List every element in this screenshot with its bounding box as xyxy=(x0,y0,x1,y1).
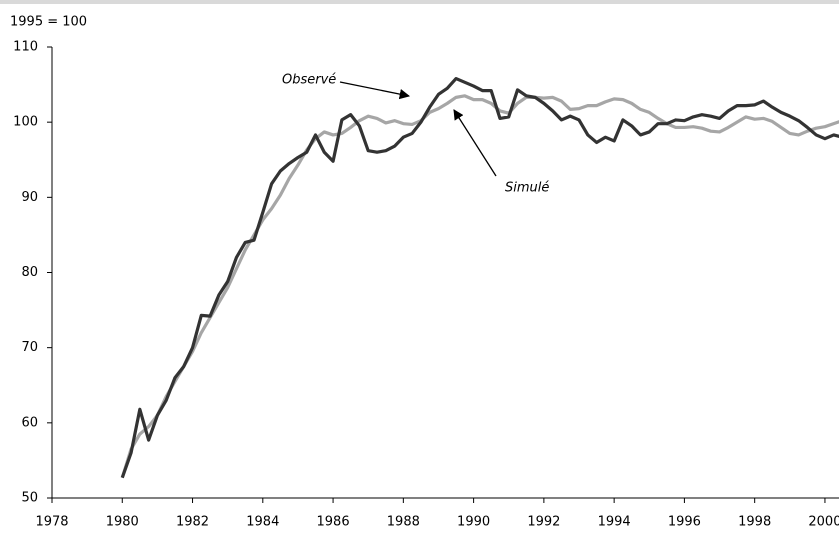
subtitle: 1995 = 100 xyxy=(10,15,87,30)
x-tick-label: 1994 xyxy=(598,515,631,530)
x-tick-label: 1980 xyxy=(106,515,139,530)
x-tick-label: 1998 xyxy=(738,515,771,530)
x-tick-label: 1984 xyxy=(246,515,279,530)
y-tick-label: 90 xyxy=(21,190,38,205)
annotation: Simulé xyxy=(505,181,549,196)
y-tick-label: 70 xyxy=(21,340,38,355)
y-tick-label: 100 xyxy=(13,115,38,130)
x-tick-label: 1978 xyxy=(35,515,68,530)
y-tick-label: 60 xyxy=(21,415,38,430)
annotation-arrow xyxy=(453,109,497,177)
x-tick-label: 1988 xyxy=(387,515,420,530)
x-tick-label: 1986 xyxy=(317,515,350,530)
top-band xyxy=(0,0,839,4)
series-line xyxy=(120,94,839,479)
y-tick-label: 50 xyxy=(21,491,38,506)
y-tick-label: 80 xyxy=(21,265,38,280)
x-tick-label: 1990 xyxy=(457,515,490,530)
x-tick-label: 1996 xyxy=(668,515,701,530)
series-line xyxy=(120,76,839,479)
annotation: Observé xyxy=(282,73,336,88)
x-tick-label: 1992 xyxy=(527,515,560,530)
y-tick-label: 110 xyxy=(13,40,38,55)
x-tick-label: 1982 xyxy=(176,515,209,530)
annotation-arrow xyxy=(339,81,411,100)
x-tick-label: 2000 xyxy=(808,515,839,530)
